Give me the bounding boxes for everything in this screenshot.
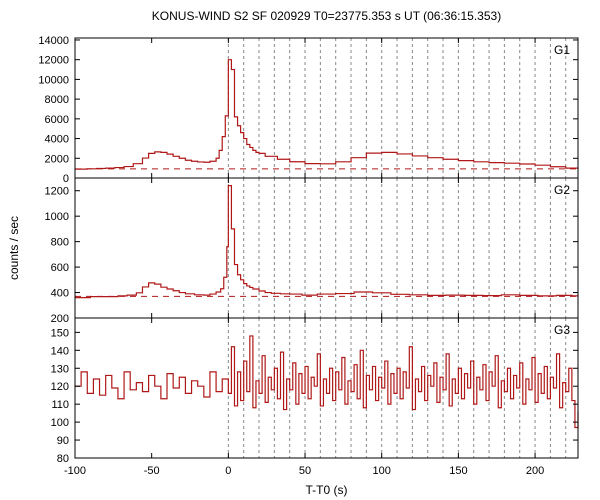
xtick-label: 0 <box>225 465 231 477</box>
ytick-label: 200 <box>51 313 69 325</box>
ytick-label: 2000 <box>45 153 69 165</box>
panel-label: G2 <box>554 183 570 197</box>
ytick-label: 150 <box>51 327 69 339</box>
lightcurve-chart: KONUS-WIND S2 SF 020929 T0=23775.353 s U… <box>0 0 600 500</box>
plot-area: 02000400060008000100001200014000G1200400… <box>38 35 578 477</box>
xtick-label: 50 <box>299 465 311 477</box>
panel-label: G1 <box>554 43 570 57</box>
xtick-label: -100 <box>64 465 86 477</box>
ytick-label: 600 <box>51 262 69 274</box>
ytick-label: 1200 <box>45 186 69 198</box>
y-axis-label: counts / sec <box>7 216 21 280</box>
ytick-label: 110 <box>51 399 69 411</box>
chart-title: KONUS-WIND S2 SF 020929 T0=23775.353 s U… <box>152 9 501 23</box>
xtick-label: -50 <box>144 465 160 477</box>
ytick-label: 400 <box>51 288 69 300</box>
ytick-label: 100 <box>51 417 69 429</box>
ytick-label: 4000 <box>45 134 69 146</box>
ytick-label: 90 <box>57 435 69 447</box>
ytick-label: 14000 <box>38 35 69 47</box>
ytick-label: 6000 <box>45 114 69 126</box>
ytick-label: 12000 <box>38 55 69 67</box>
ytick-label: 120 <box>51 381 69 393</box>
ytick-label: 0 <box>63 173 69 185</box>
ytick-label: 130 <box>51 363 69 375</box>
xtick-label: 150 <box>449 465 467 477</box>
ytick-label: 10000 <box>38 74 69 86</box>
xtick-label: 200 <box>526 465 544 477</box>
ytick-label: 8000 <box>45 94 69 106</box>
ytick-label: 140 <box>51 345 69 357</box>
ytick-label: 80 <box>57 453 69 465</box>
x-axis-label: T-T0 (s) <box>306 483 348 497</box>
ytick-label: 800 <box>51 237 69 249</box>
panel-label: G3 <box>554 323 570 337</box>
xtick-label: 100 <box>373 465 391 477</box>
ytick-label: 1000 <box>45 211 69 223</box>
